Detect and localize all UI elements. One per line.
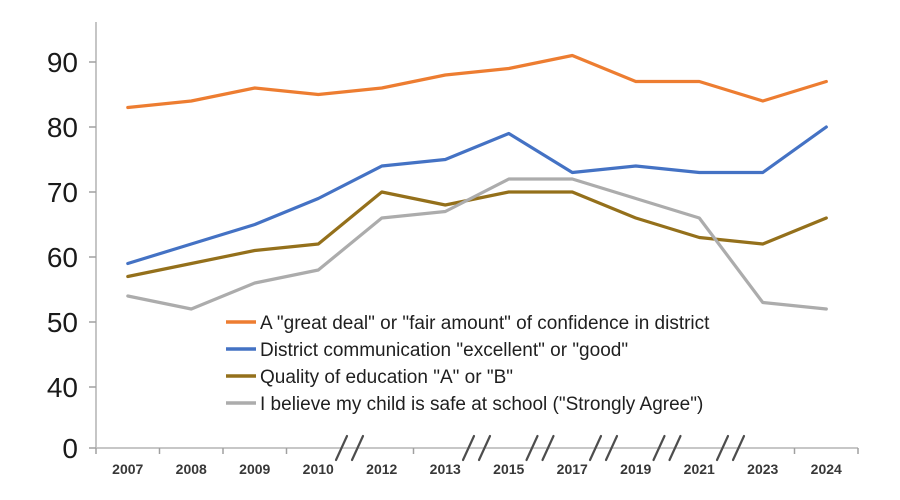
legend-label-0: A "great deal" or "fair amount" of confi… bbox=[260, 313, 710, 334]
y-tick-label: 50 bbox=[47, 307, 78, 338]
x-tick-label: 2015 bbox=[493, 461, 524, 477]
axis-break-mark bbox=[461, 434, 476, 462]
axis-break-mark bbox=[588, 434, 603, 462]
axis-break-mark bbox=[525, 434, 539, 462]
axis-break-mark bbox=[715, 434, 730, 462]
series-line-3 bbox=[126, 177, 828, 311]
x-tick-label: 2021 bbox=[684, 461, 715, 477]
axis-break-mark bbox=[334, 434, 349, 462]
x-tick-label: 2009 bbox=[239, 461, 270, 477]
x-tick-label: 2019 bbox=[620, 461, 651, 477]
y-tick-label: 80 bbox=[47, 112, 78, 143]
y-tick-label: 90 bbox=[47, 47, 78, 78]
y-tick-label: 60 bbox=[47, 242, 78, 273]
legend-label-2: Quality of education "A" or "B" bbox=[260, 367, 513, 388]
x-tick-label: 2012 bbox=[366, 461, 397, 477]
x-tick-label: 2007 bbox=[112, 461, 143, 477]
axis-break-mark bbox=[604, 434, 619, 462]
legend-label-1: District communication "excellent" or "g… bbox=[260, 340, 628, 361]
legend-label-3: I believe my child is safe at school ("S… bbox=[260, 394, 703, 415]
axis-break-mark bbox=[350, 434, 365, 462]
y-tick-label: 0 bbox=[62, 433, 78, 464]
y-tick-label: 70 bbox=[47, 177, 78, 208]
axis-break-mark bbox=[477, 434, 492, 462]
axis-break-mark bbox=[668, 434, 682, 462]
x-tick-label: 2013 bbox=[430, 461, 461, 477]
y-tick-label: 40 bbox=[47, 372, 78, 403]
series-line-1 bbox=[126, 125, 828, 266]
x-tick-label: 2017 bbox=[557, 461, 588, 477]
series-line-2 bbox=[126, 190, 828, 279]
axis-break-mark bbox=[541, 434, 555, 462]
x-tick-label: 2024 bbox=[811, 461, 842, 477]
axis-break-mark bbox=[652, 434, 666, 462]
x-tick-label: 2010 bbox=[303, 461, 334, 477]
series-line-0 bbox=[126, 53, 828, 110]
x-tick-label: 2008 bbox=[176, 461, 207, 477]
axis-break-mark bbox=[731, 434, 746, 462]
x-tick-label: 2023 bbox=[747, 461, 778, 477]
